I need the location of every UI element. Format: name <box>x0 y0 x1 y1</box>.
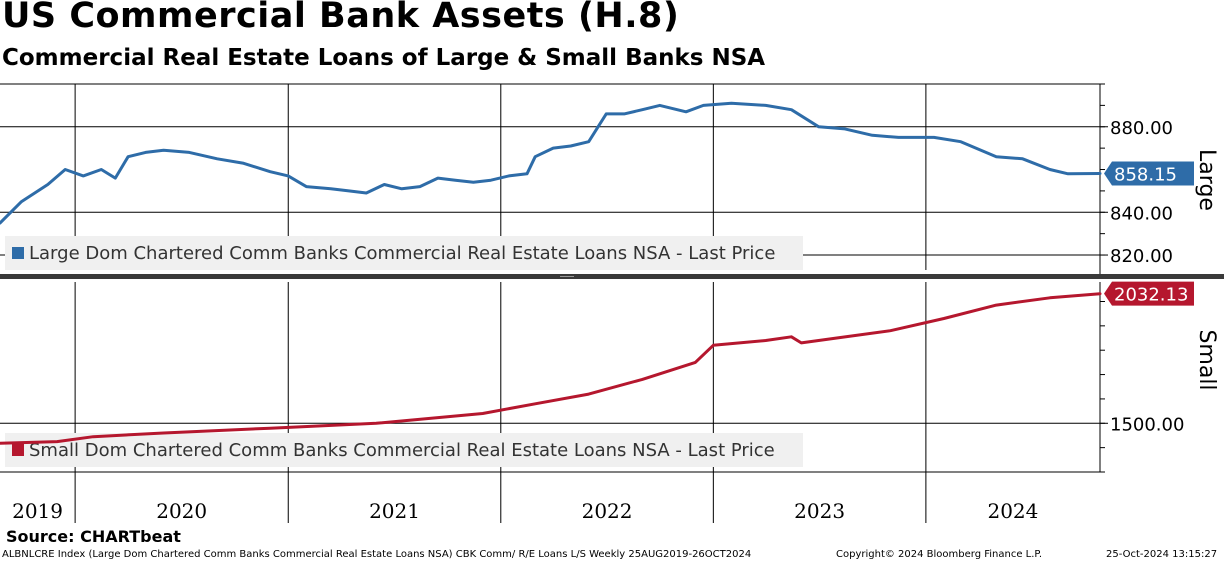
x-tick-label-2021: 2021 <box>369 499 420 523</box>
x-tick-label-2019: 2019 <box>12 499 63 523</box>
x-tick-label-2020: 2020 <box>156 499 207 523</box>
x-tick-label-2022: 2022 <box>582 499 633 523</box>
x-tick-label-2024: 2024 <box>987 499 1038 523</box>
legend-swatch <box>12 444 24 456</box>
last-value-label: 2032.13 <box>1114 285 1188 306</box>
legend-box <box>5 433 803 467</box>
last-value-label: 858.15 <box>1114 164 1177 185</box>
footer-timestamp: 25-Oct-2024 13:15:27 <box>1106 549 1218 560</box>
last-value-tag <box>1104 161 1194 186</box>
series-line-small <box>0 292 1102 445</box>
footer-index-description: ALBNLCRE Index (Large Dom Chartered Comm… <box>2 549 752 560</box>
series-line-large <box>0 101 1102 225</box>
footer-copyright: Copyright© 2024 Bloomberg Finance L.P. <box>836 549 1043 560</box>
y-tick-label: 840.00 <box>1110 203 1173 224</box>
y-tick-label: 820.00 <box>1110 246 1173 267</box>
legend-box <box>5 236 803 270</box>
panel-label-small: Small <box>1194 329 1219 390</box>
legend-swatch <box>12 247 24 259</box>
y-tick-label: 880.00 <box>1110 118 1173 139</box>
panel-separator <box>0 274 1224 279</box>
chart-subtitle: Commercial Real Estate Loans of Large & … <box>2 45 766 71</box>
panel-label-large: Large <box>1194 149 1219 211</box>
legend-label: Large Dom Chartered Comm Banks Commercia… <box>29 243 775 264</box>
x-tick-label-2023: 2023 <box>794 499 845 523</box>
y-tick-label: 1500.00 <box>1110 414 1184 435</box>
chart-title: US Commercial Bank Assets (H.8) <box>2 0 680 36</box>
legend-label: Small Dom Chartered Comm Banks Commercia… <box>29 440 775 461</box>
last-value-tag <box>1104 281 1194 306</box>
source-note: Source: CHARTbeat <box>6 527 181 546</box>
